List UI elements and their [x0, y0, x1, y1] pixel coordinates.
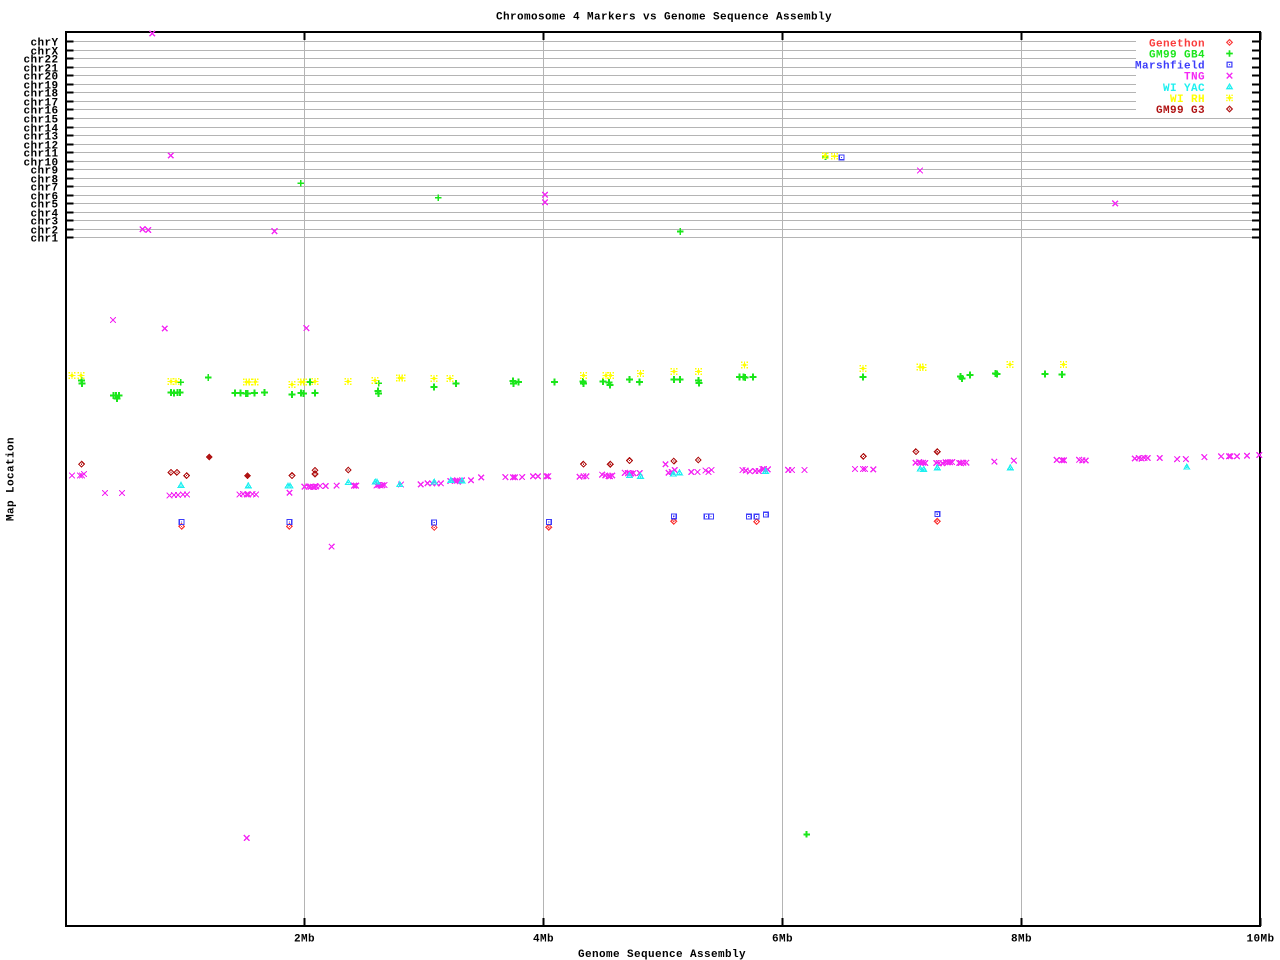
svg-text:4Mb: 4Mb — [533, 934, 554, 946]
svg-text:Marshfield: Marshfield — [1135, 61, 1205, 73]
svg-text:chr19: chr19 — [23, 81, 58, 93]
svg-text:8Mb: 8Mb — [1011, 934, 1032, 946]
svg-text:chr13: chr13 — [23, 132, 58, 144]
svg-text:chr21: chr21 — [23, 64, 58, 76]
svg-text:6Mb: 6Mb — [772, 934, 793, 946]
svg-text:chr15: chr15 — [23, 115, 58, 127]
svg-text:chrY: chrY — [30, 38, 58, 50]
svg-text:WI RH: WI RH — [1170, 94, 1205, 106]
svg-text:TNG: TNG — [1184, 72, 1205, 84]
svg-text:chr4: chr4 — [30, 209, 58, 221]
svg-text:Chromosome 4 Markers vs Genome: Chromosome 4 Markers vs Genome Sequence … — [496, 12, 832, 24]
svg-text:chr16: chr16 — [23, 106, 58, 118]
svg-text:chr7: chr7 — [30, 183, 58, 195]
svg-text:10Mb: 10Mb — [1246, 934, 1274, 946]
svg-text:chr18: chr18 — [23, 89, 58, 101]
svg-text:Genome Sequence Assembly: Genome Sequence Assembly — [578, 949, 746, 960]
svg-text:chr8: chr8 — [30, 175, 58, 187]
svg-text:chr9: chr9 — [30, 166, 58, 178]
svg-text:chr2: chr2 — [30, 226, 58, 238]
svg-text:chr12: chr12 — [23, 141, 58, 153]
svg-text:GM99 GB4: GM99 GB4 — [1149, 50, 1205, 62]
svg-text:chr1: chr1 — [30, 234, 58, 246]
svg-text:chr10: chr10 — [23, 158, 58, 170]
svg-text:Genethon: Genethon — [1149, 38, 1205, 50]
svg-text:chr20: chr20 — [23, 72, 58, 84]
svg-text:chr11: chr11 — [23, 149, 58, 161]
svg-text:chr6: chr6 — [30, 192, 58, 204]
svg-text:GM99 G3: GM99 G3 — [1156, 105, 1205, 117]
svg-text:chr3: chr3 — [30, 217, 58, 229]
svg-text:chr22: chr22 — [23, 55, 58, 67]
svg-text:2Mb: 2Mb — [294, 934, 315, 946]
svg-text:WI YAC: WI YAC — [1163, 83, 1205, 95]
svg-text:chr14: chr14 — [23, 124, 58, 136]
svg-text:chr5: chr5 — [30, 200, 58, 212]
svg-text:Map Location: Map Location — [6, 437, 18, 521]
svg-text:chr17: chr17 — [23, 98, 58, 110]
svg-text:chrX: chrX — [30, 47, 58, 59]
